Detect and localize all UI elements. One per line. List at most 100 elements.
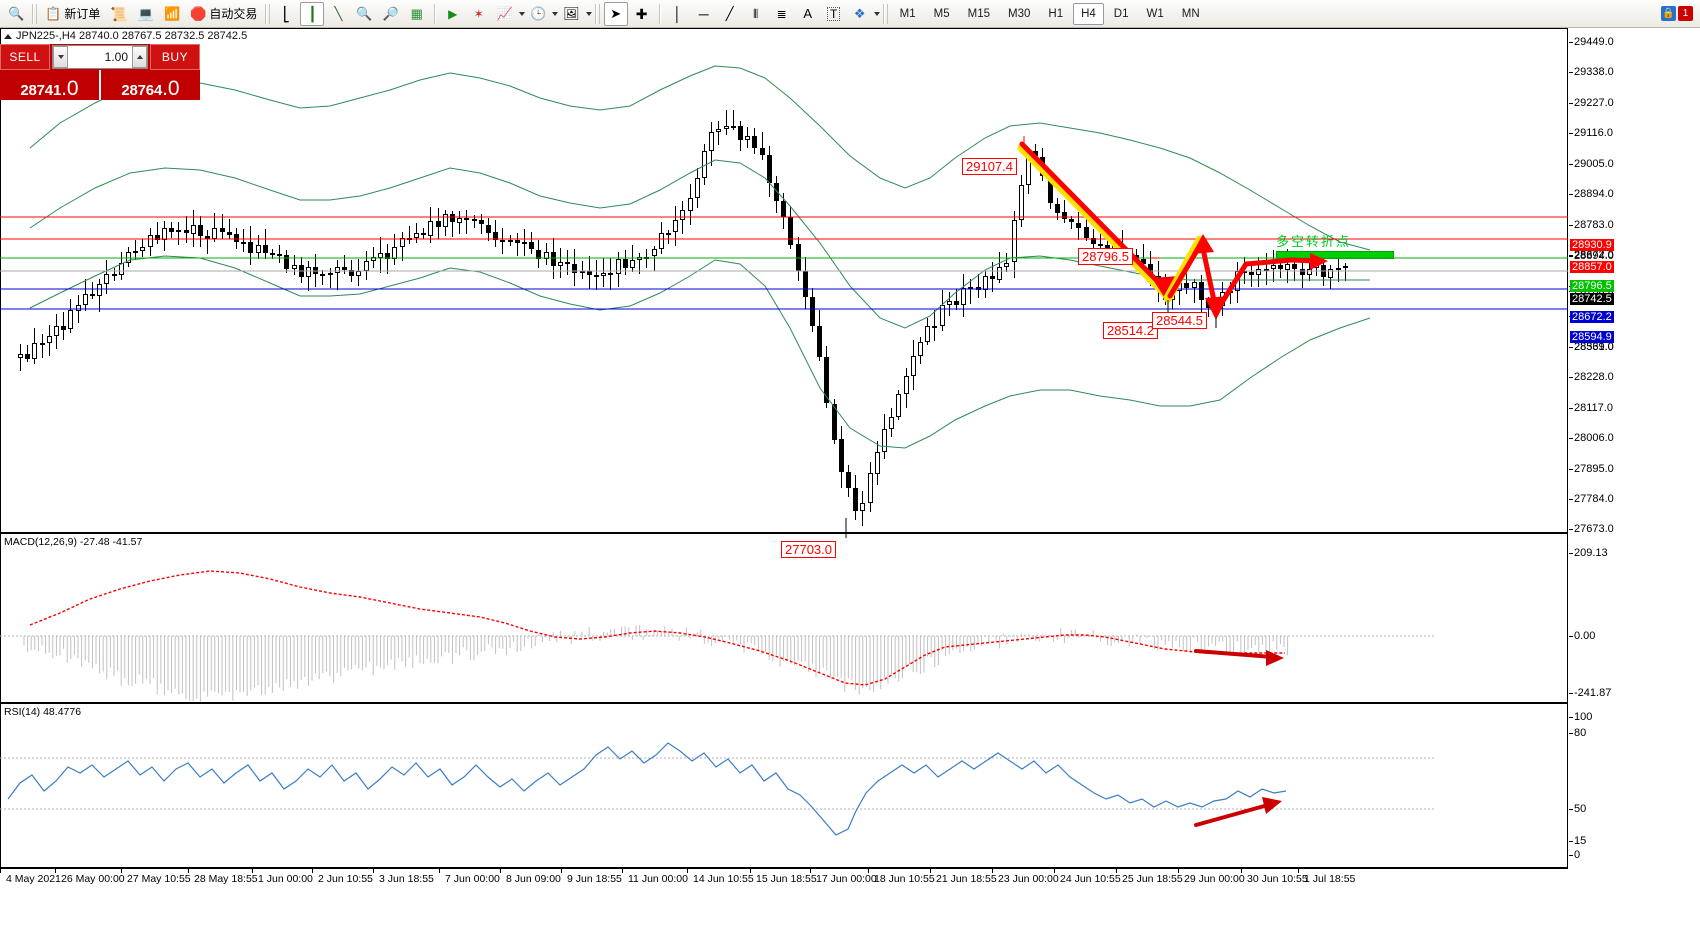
expert-icon[interactable]: 💻 <box>137 6 155 21</box>
price-level-badge[interactable]: 28930.9 <box>1570 239 1614 251</box>
price-level-badge[interactable]: 28672.2 <box>1570 311 1614 323</box>
volume-decrement-button[interactable] <box>53 46 68 68</box>
candle-wick <box>1251 264 1252 287</box>
annotation-low-28544[interactable]: 28544.5 <box>1152 312 1207 329</box>
vertical-line-icon[interactable]: │ <box>673 5 683 22</box>
annotation-low-28514[interactable]: 28514.2 <box>1103 322 1158 339</box>
buy-button[interactable]: BUY <box>150 44 200 70</box>
line-chart-icon[interactable]: ╲ <box>334 6 343 21</box>
volume-input[interactable]: 1.00 <box>104 50 128 64</box>
tf-m1[interactable]: M1 <box>899 7 916 20</box>
price-level-badge[interactable]: 28796.5 <box>1570 280 1614 292</box>
candle-body <box>824 357 829 403</box>
time-axis-tick: 11 Jun 00:00 <box>622 868 688 885</box>
arrow-cursor-icon[interactable]: ➤ <box>603 1 628 26</box>
auto-trading-button[interactable]: 🛑 自动交易 <box>186 2 261 26</box>
annotation-turning-point-note[interactable]: 多空转折点 <box>1276 235 1352 250</box>
candle-wick <box>1100 233 1101 254</box>
candle-body <box>522 242 527 244</box>
volume-stepper[interactable]: 1.00 <box>52 45 148 69</box>
tf-w1[interactable]: W1 <box>1146 7 1164 20</box>
candle-body <box>1084 227 1089 238</box>
search-icon[interactable]: 🔍 <box>8 6 25 21</box>
time-axis-tick: 3 Jun 18:55 <box>373 868 434 885</box>
time-axis-tick: 29 Jun 00:00 <box>1178 868 1245 885</box>
candle-body <box>515 240 520 243</box>
periods-chevron-down-icon[interactable] <box>552 11 559 16</box>
tf-h4[interactable]: H4 <box>1073 2 1104 25</box>
rsi-axis-tick: 0 <box>1568 849 1581 861</box>
tf-m30[interactable]: M30 <box>1008 7 1031 20</box>
templates-chevron-down-icon[interactable] <box>585 11 592 16</box>
candle-wick <box>668 230 669 244</box>
candle-wick <box>474 215 475 228</box>
text-icon[interactable]: A <box>803 6 812 21</box>
toolbar-grip-3[interactable] <box>594 3 600 24</box>
tf-m15[interactable]: M15 <box>967 7 991 20</box>
candle-body <box>342 267 347 270</box>
horizontal-line-icon[interactable]: ─ <box>698 5 709 22</box>
price-level-badge[interactable]: 28894.0 <box>1569 250 1614 262</box>
new-order-button[interactable]: 📋 新订单 <box>41 2 104 26</box>
lock-icon[interactable]: 🔒 <box>1661 6 1676 21</box>
auto-scroll-icon[interactable]: ▶ <box>448 6 458 21</box>
indicators-icon[interactable]: 📈 <box>496 6 513 21</box>
indicators-chevron-down-icon[interactable] <box>518 11 525 16</box>
rsi-chart-svg <box>0 742 1436 836</box>
toolbar-grip-4[interactable] <box>882 3 888 24</box>
trade-panel-price-row: 28741.0 28764.0 <box>0 70 200 100</box>
toolbar-grip-2[interactable] <box>265 3 271 24</box>
time-axis-tick: 4 May 2021 <box>0 868 61 885</box>
sell-button[interactable]: SELL <box>0 44 50 70</box>
macd-signal-line <box>29 570 1285 686</box>
candle-body <box>774 183 779 201</box>
crosshair-icon[interactable]: ✚ <box>635 5 648 22</box>
zoom-in-icon[interactable]: 🔍 <box>356 6 373 21</box>
candle-body <box>277 254 282 256</box>
toolbar-grip[interactable] <box>32 3 38 24</box>
tf-mn[interactable]: MN <box>1181 7 1200 20</box>
candle-wick <box>322 270 323 285</box>
tf-h1[interactable]: H1 <box>1048 7 1064 20</box>
clock-icon[interactable]: 🕒 <box>529 6 547 21</box>
shapes-icon[interactable]: ❖ <box>853 6 866 21</box>
zoom-out-icon[interactable]: 🔎 <box>382 6 399 21</box>
candle-wick <box>481 214 482 234</box>
price-level-badge[interactable]: 28561.0 <box>1569 341 1614 353</box>
one-click-trading-panel[interactable]: SELL 1.00 BUY 28741.0 28764.0 <box>0 44 200 100</box>
bar-chart-icon[interactable]: ⎣ <box>282 5 290 22</box>
tf-m5[interactable]: M5 <box>933 7 950 20</box>
metaeditor-icon[interactable]: 📜 <box>110 5 128 22</box>
candle-body <box>104 274 109 284</box>
candle-body <box>169 228 174 232</box>
tf-d1[interactable]: D1 <box>1113 7 1129 20</box>
signals-icon[interactable]: 📶 <box>164 6 181 21</box>
annotation-low-27703[interactable]: 27703.0 <box>781 541 836 558</box>
candle-wick <box>344 255 345 274</box>
annotation-level-28796[interactable]: 28796.5 <box>1078 248 1133 265</box>
candle-body <box>140 247 145 251</box>
sell-price[interactable]: 28741.0 <box>0 70 101 100</box>
price-level-badge[interactable]: 28742.5 <box>1570 293 1614 305</box>
candle-body <box>1012 220 1017 262</box>
buy-price[interactable]: 28764.0 <box>101 70 200 100</box>
text-box-icon[interactable]: T <box>822 2 846 26</box>
price-level-badge[interactable]: 28594.9 <box>1570 331 1614 343</box>
trendline-icon[interactable]: ╱ <box>725 6 734 21</box>
templates-icon[interactable]: 🖼 <box>563 6 580 21</box>
fibonacci-icon[interactable]: ≣ <box>776 6 787 21</box>
shapes-chevron-down-icon[interactable] <box>873 11 880 16</box>
grid-icon[interactable]: ▦ <box>410 6 423 21</box>
chart-canvas[interactable]: JPN225-,H4 28740.0 28767.5 28732.5 28742… <box>0 28 1700 948</box>
annotation-high-29107[interactable]: 29107.4 <box>962 158 1017 175</box>
chart-shift-icon[interactable]: ✶ <box>473 6 484 21</box>
candle-wick <box>466 210 467 234</box>
channel-icon[interactable]: ⦀ <box>753 6 759 21</box>
price-level-badge[interactable]: 28857.0 <box>1570 261 1614 273</box>
notification-count-badge[interactable]: 1 <box>1678 6 1693 21</box>
price-axis-tick: 27895.0 <box>1569 462 1614 475</box>
chart-expand-icon[interactable] <box>4 33 12 39</box>
candle-body <box>328 273 333 275</box>
volume-increment-button[interactable] <box>132 46 147 68</box>
candlestick-chart-icon[interactable]: ┃ <box>300 1 325 26</box>
